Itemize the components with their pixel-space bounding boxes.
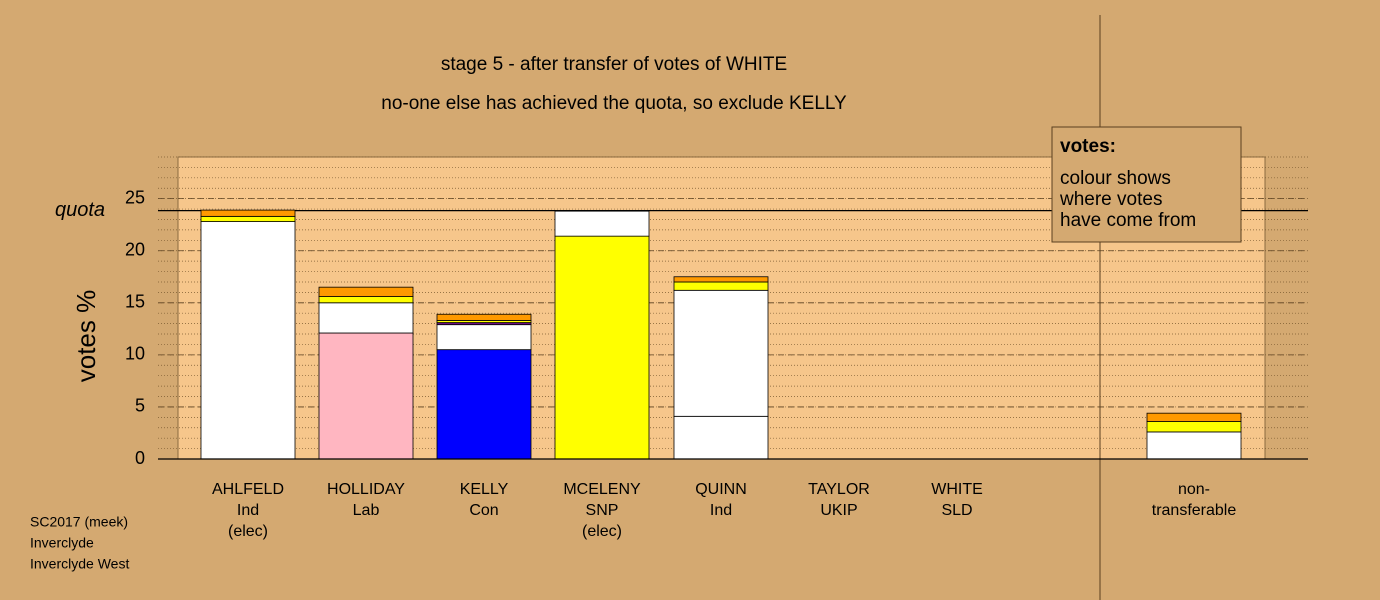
chart-subtitle: no-one else has achieved the quota, so e… xyxy=(381,93,847,114)
x-tick-label: non- xyxy=(1178,481,1210,498)
bar-segment xyxy=(318,302,414,334)
bar-segment xyxy=(318,296,414,304)
bar-segment xyxy=(436,349,532,460)
legend-line: colour shows xyxy=(1060,168,1171,189)
legend-box xyxy=(1051,126,1242,243)
chart-title: stage 5 - after transfer of votes of WHI… xyxy=(441,54,787,75)
legend-title: votes: xyxy=(1060,136,1116,157)
x-tick-label: SNP xyxy=(586,502,619,519)
x-tick-label: Con xyxy=(469,502,498,519)
footer-line: Inverclyde xyxy=(30,535,94,551)
x-tick-label: (elec) xyxy=(582,523,622,540)
bar-segment xyxy=(436,324,532,351)
bar-segment xyxy=(318,332,414,460)
bar-segment xyxy=(1146,412,1242,422)
x-tick-label: UKIP xyxy=(820,502,857,519)
x-tick-label: SLD xyxy=(941,502,972,519)
footer-line: Inverclyde West xyxy=(30,556,129,572)
bar-segment xyxy=(1146,431,1242,460)
bar-segment xyxy=(554,235,650,460)
y-axis-label: votes % xyxy=(71,290,101,383)
x-tick-label: transferable xyxy=(1152,502,1237,519)
bar-segment xyxy=(318,286,414,297)
bar-segment xyxy=(673,276,769,283)
bar-segment xyxy=(200,215,296,222)
x-tick-label: Lab xyxy=(353,502,380,519)
x-tick-label: QUINN xyxy=(695,481,747,498)
legend-line: where votes xyxy=(1059,189,1162,210)
x-tick-label: WHITE xyxy=(931,481,983,498)
bar-segment xyxy=(1146,421,1242,433)
y-tick-label: 25 xyxy=(125,187,145,207)
x-tick-label: AHLFELD xyxy=(212,481,284,498)
y-tick-label: 15 xyxy=(125,292,145,312)
x-tick-label: Ind xyxy=(237,502,259,519)
y-tick-label: 20 xyxy=(125,239,145,259)
bar-segment xyxy=(554,210,650,237)
y-tick-label: 10 xyxy=(125,344,145,364)
bar-segment xyxy=(673,281,769,291)
bar-segment xyxy=(200,209,296,217)
x-tick-label: Ind xyxy=(710,502,732,519)
y-tick-label: 5 xyxy=(135,396,145,416)
x-tick-label: KELLY xyxy=(460,481,509,498)
bar-segment xyxy=(673,289,769,417)
quota-label: quota xyxy=(55,199,105,221)
y-tick-label: 0 xyxy=(135,448,145,468)
x-tick-label: TAYLOR xyxy=(808,481,870,498)
x-tick-label: HOLLIDAY xyxy=(327,481,405,498)
bar-segment xyxy=(673,415,769,460)
legend-line: have come from xyxy=(1060,210,1196,231)
footer-line: SC2017 (meek) xyxy=(30,514,128,530)
x-tick-label: (elec) xyxy=(228,523,268,540)
bar-segment xyxy=(200,221,296,460)
x-tick-label: MCELENY xyxy=(563,481,641,498)
bar-segment xyxy=(436,313,532,321)
